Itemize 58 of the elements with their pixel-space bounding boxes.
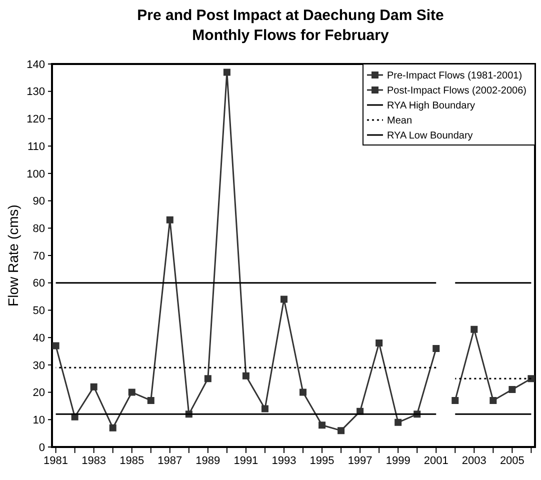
x-tick-label: 1991	[234, 455, 258, 467]
y-tick-label: 140	[26, 58, 45, 71]
point	[490, 396, 497, 404]
y-axis-title: Flow Rate (cms)	[5, 204, 21, 306]
y-tick-label: 130	[26, 86, 45, 98]
legend-label: RYA High Boundary	[387, 100, 476, 112]
legend-label: RYA Low Boundary	[387, 130, 473, 142]
point	[432, 345, 440, 352]
chart-title: Pre and Post Impact at Daechung Dam Site	[137, 7, 444, 24]
point	[470, 326, 478, 333]
x-tick-label: 1989	[196, 455, 220, 467]
y-tick-label: 40	[32, 332, 45, 344]
y-tick-label: 110	[27, 140, 45, 153]
x-tick-label: 1997	[348, 455, 372, 467]
y-tick-label: 20	[32, 387, 45, 400]
y-tick-label: 0	[38, 442, 45, 454]
point	[223, 68, 230, 76]
y-tick-label: 100	[26, 168, 45, 180]
point	[280, 296, 288, 303]
point	[376, 340, 383, 347]
point	[52, 342, 60, 350]
point	[318, 422, 326, 429]
legend-label: Pre-Impact Flows (1981-2001)	[387, 70, 522, 82]
y-tick-label: 50	[32, 305, 45, 318]
y-tick-label: 60	[32, 278, 45, 290]
point	[204, 375, 212, 382]
y-tick-label: 80	[32, 222, 45, 235]
chart-subtitle: Monthly Flows for February	[192, 27, 390, 44]
point	[394, 418, 402, 426]
point	[90, 383, 98, 390]
x-tick-label: 1993	[272, 455, 296, 467]
x-tick-label: 1995	[310, 455, 334, 467]
point	[338, 427, 345, 434]
point	[300, 388, 307, 396]
point	[508, 386, 516, 394]
x-tick-label: 2005	[500, 455, 524, 467]
y-tick-label: 90	[32, 196, 45, 208]
legend-label: Mean	[387, 116, 412, 126]
point	[166, 216, 174, 224]
point	[452, 396, 459, 404]
x-tick-label: 1987	[158, 455, 182, 467]
legend-label: Post-Impact Flows (2002-2006)	[387, 86, 527, 96]
x-tick-label: 1983	[82, 455, 106, 467]
point	[528, 375, 535, 382]
x-tick-label: 1999	[386, 455, 410, 467]
point	[147, 396, 154, 404]
x-tick-label: 2001	[424, 455, 448, 467]
y-tick-label: 10	[32, 414, 45, 426]
point	[128, 388, 136, 396]
y-tick-label: 70	[32, 250, 45, 262]
y-tick-label: 30	[32, 360, 45, 372]
point	[109, 424, 116, 432]
point	[242, 372, 250, 380]
point	[261, 405, 268, 412]
x-tick-label: 2003	[462, 455, 486, 467]
y-tick-label: 120	[26, 114, 45, 126]
x-tick-label: 1981	[44, 455, 68, 467]
x-tick-label: 1985	[120, 455, 144, 467]
